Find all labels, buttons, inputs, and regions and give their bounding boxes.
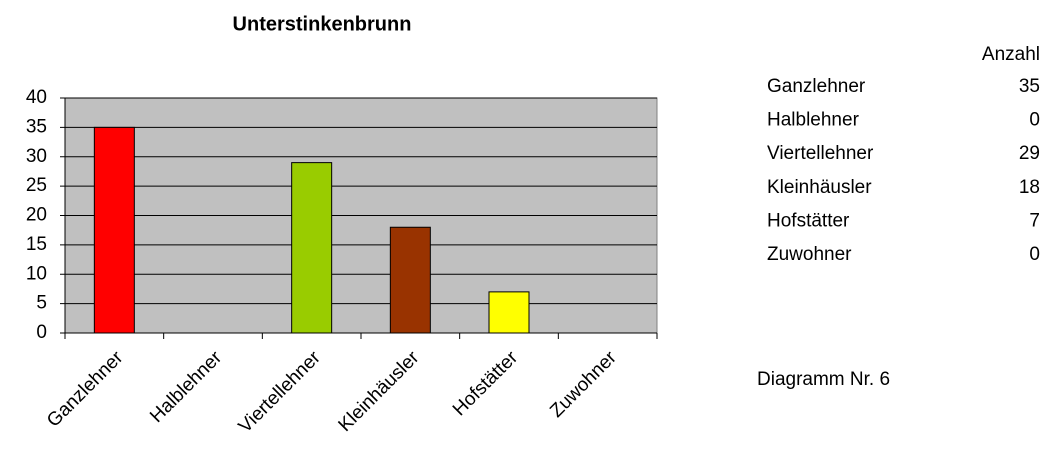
x-tick-label: Hofstätter <box>449 347 523 421</box>
y-tick-label: 20 <box>26 205 47 226</box>
table-header: Anzahl <box>982 44 1040 65</box>
table-value: 35 <box>1019 76 1040 97</box>
bar <box>488 291 530 334</box>
table-category: Viertellehner <box>767 143 874 164</box>
table-category: Ganzlehner <box>767 76 866 97</box>
y-tick-label: 35 <box>26 116 47 137</box>
x-tick-label: Kleinhäusler <box>335 347 424 436</box>
bar <box>389 226 431 334</box>
y-tick-label: 15 <box>26 234 47 255</box>
chart-title: Unterstinkenbrunn <box>233 13 412 35</box>
y-tick-label: 40 <box>26 87 47 108</box>
table-value: 18 <box>1019 177 1040 198</box>
x-tick-label: Ganzlehner <box>43 347 128 432</box>
table-category: Hofstätter <box>767 210 850 231</box>
y-tick-label: 10 <box>26 263 47 284</box>
table-category: Kleinhäusler <box>767 177 872 198</box>
bar <box>291 162 333 334</box>
table-value: 0 <box>1029 110 1040 131</box>
table-category: Zuwohner <box>767 244 852 265</box>
y-tick-label: 0 <box>36 322 47 343</box>
x-tick-label: Viertellehner <box>235 347 326 438</box>
table-value: 7 <box>1029 210 1040 231</box>
table-value: 29 <box>1019 143 1040 164</box>
y-tick-label: 5 <box>36 293 47 314</box>
y-tick-label: 25 <box>26 175 47 196</box>
x-tick-label: Zuwohner <box>546 347 621 422</box>
y-tick-label: 30 <box>26 146 47 167</box>
table-value: 0 <box>1029 244 1040 265</box>
bar <box>93 126 135 334</box>
table-category: Halblehner <box>767 110 860 131</box>
caption: Diagramm Nr. 6 <box>757 369 890 390</box>
x-tick-label: Halblehner <box>146 347 226 427</box>
